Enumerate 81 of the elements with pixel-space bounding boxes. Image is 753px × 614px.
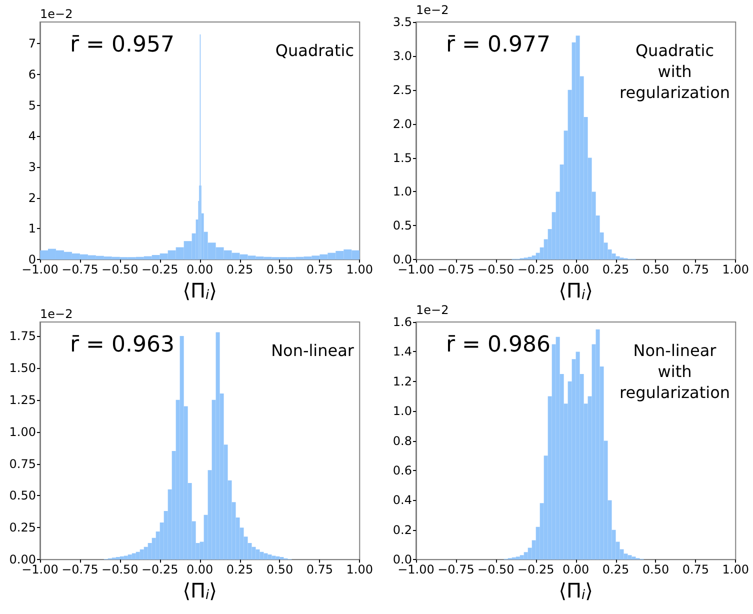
x-tick-label: 0.75 bbox=[306, 562, 334, 577]
annotation: Non-linear with regularization bbox=[620, 341, 730, 402]
y-tick-label: 1 bbox=[28, 222, 36, 236]
x-tick-label: −0.75 bbox=[62, 562, 98, 577]
x-axis-title: ⟨Πi⟩ bbox=[558, 578, 593, 603]
x-tick-label: −0.75 bbox=[62, 262, 98, 277]
y-tick-label: 1.00 bbox=[9, 424, 36, 439]
x-tick-label: 0.75 bbox=[682, 562, 710, 577]
annotation: r̄ = 0.957 bbox=[70, 32, 174, 58]
x-tick-label: 0.00 bbox=[186, 262, 214, 277]
x-tick-label: 1.00 bbox=[346, 262, 373, 277]
x-tick-label: 0.50 bbox=[266, 562, 294, 577]
x-tick-label: 0.25 bbox=[602, 262, 630, 277]
y-tick-label: 0.2 bbox=[392, 522, 412, 537]
y-tick-label: 0.6 bbox=[392, 464, 412, 478]
annotation: Quadratic bbox=[275, 41, 354, 60]
x-tick-label: −0.25 bbox=[517, 562, 554, 577]
x-axis-title: ⟨Πi⟩ bbox=[558, 278, 593, 303]
x-axis-title: ⟨Πi⟩ bbox=[182, 578, 217, 603]
y-tick-label: 1.0 bbox=[392, 184, 412, 199]
y-axis-title: 1e−2 bbox=[40, 307, 73, 321]
y-axis-title: 1e−2 bbox=[416, 303, 449, 318]
x-tick-label: 0.25 bbox=[602, 562, 630, 577]
y-tick-label: 1.5 bbox=[392, 150, 412, 165]
y-tick-label: 1.6 bbox=[392, 315, 412, 329]
y-tick-label: 2.0 bbox=[392, 116, 412, 131]
x-tick-label: 0.50 bbox=[266, 262, 294, 277]
y-tick-label: 5 bbox=[28, 98, 36, 112]
annotation: Non-linear bbox=[271, 341, 354, 360]
y-tick-label: 1.2 bbox=[392, 374, 412, 388]
y-tick-label: 0.50 bbox=[9, 488, 36, 503]
y-tick-label: 1.0 bbox=[392, 404, 412, 418]
x-tick-label: 0.25 bbox=[226, 262, 254, 277]
x-tick-label: −0.50 bbox=[102, 262, 138, 277]
y-tick-label: 2.5 bbox=[392, 82, 412, 97]
y-tick-label: 1.75 bbox=[9, 329, 36, 344]
x-tick-label: −1.00 bbox=[22, 562, 58, 577]
y-tick-label: 0.75 bbox=[9, 456, 36, 471]
y-tick-label: 0.8 bbox=[392, 434, 412, 448]
y-tick-label: 7 bbox=[28, 36, 36, 51]
x-tick-label: −0.50 bbox=[102, 562, 138, 577]
x-tick-label: −0.25 bbox=[141, 562, 178, 577]
x-tick-label: 1.00 bbox=[346, 562, 373, 577]
x-tick-label: −0.25 bbox=[517, 262, 554, 277]
y-tick-label: 0.25 bbox=[9, 520, 36, 535]
x-tick-label: −1.00 bbox=[398, 262, 434, 277]
x-tick-label: −0.75 bbox=[438, 562, 474, 577]
y-tick-label: 0.5 bbox=[392, 218, 412, 233]
x-tick-label: −0.25 bbox=[141, 262, 178, 277]
y-tick-label: 3.0 bbox=[392, 48, 412, 63]
x-tick-label: 1.00 bbox=[722, 562, 749, 577]
x-tick-label: 0.50 bbox=[642, 262, 670, 277]
x-tick-label: 0.25 bbox=[226, 562, 254, 577]
x-axis-title: ⟨Πi⟩ bbox=[182, 278, 217, 303]
y-tick-label: 0.4 bbox=[392, 493, 412, 508]
annotation: r̄ = 0.986 bbox=[446, 332, 550, 358]
y-tick-label: 4 bbox=[28, 129, 36, 144]
x-tick-label: 0.50 bbox=[642, 562, 670, 577]
x-tick-label: 0.00 bbox=[562, 262, 590, 277]
x-tick-label: −1.00 bbox=[22, 262, 58, 277]
x-tick-label: −1.00 bbox=[398, 562, 434, 577]
y-tick-label: 2 bbox=[28, 190, 36, 205]
x-tick-label: 0.75 bbox=[682, 262, 710, 277]
y-tick-label: 1.4 bbox=[392, 344, 412, 359]
y-tick-label: 6 bbox=[28, 67, 36, 82]
x-tick-label: 0.00 bbox=[186, 562, 214, 577]
x-tick-label: −0.75 bbox=[438, 262, 474, 277]
y-axis-title: 1e−2 bbox=[416, 3, 449, 18]
x-tick-label: 0.00 bbox=[562, 562, 590, 577]
x-tick-label: 0.75 bbox=[306, 262, 334, 277]
y-tick-label: 1.50 bbox=[9, 360, 36, 375]
y-tick-label: 1.25 bbox=[9, 392, 36, 407]
y-tick-label: 3.5 bbox=[392, 15, 412, 29]
annotation: r̄ = 0.977 bbox=[446, 32, 550, 58]
annotation: Quadratic with regularization bbox=[620, 41, 730, 102]
x-tick-label: −0.50 bbox=[478, 262, 514, 277]
x-tick-label: −0.50 bbox=[478, 562, 514, 577]
y-axis-title: 1e−2 bbox=[40, 7, 73, 21]
x-tick-label: 1.00 bbox=[722, 262, 749, 277]
y-tick-label: 3 bbox=[28, 160, 36, 174]
annotation: r̄ = 0.963 bbox=[70, 332, 174, 358]
